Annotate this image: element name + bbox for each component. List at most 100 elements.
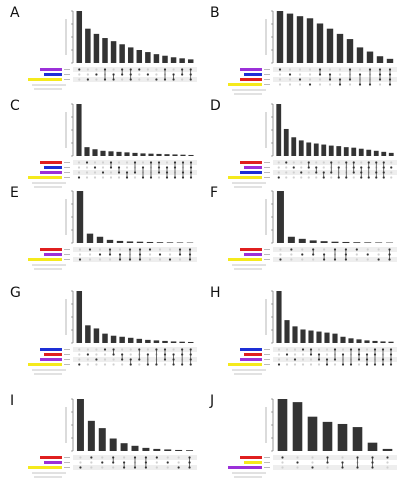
matrix-dot	[101, 461, 104, 464]
matrix-dot	[172, 348, 175, 351]
bar	[343, 147, 349, 156]
bar	[140, 153, 146, 156]
matrix-dot	[78, 248, 82, 251]
matrix-dot	[301, 253, 304, 256]
matrix-dot	[300, 171, 303, 174]
matrix-dot	[95, 73, 98, 76]
matrix-dot	[98, 253, 102, 256]
matrix-dot	[77, 166, 81, 169]
matrix-dot	[311, 461, 314, 464]
set-size-bar	[228, 466, 262, 469]
set-size-bar	[240, 161, 262, 164]
matrix-dot	[148, 253, 152, 256]
bar	[109, 438, 117, 451]
upset-plot	[28, 398, 197, 478]
matrix-dot	[360, 161, 363, 164]
matrix-dot	[296, 461, 299, 464]
matrix-dot	[141, 161, 145, 164]
matrix-row-stripe	[273, 77, 397, 82]
bar	[324, 332, 330, 343]
bar	[382, 448, 393, 451]
bar	[176, 242, 184, 243]
matrix-dot	[103, 358, 107, 361]
panel-label: A	[10, 5, 20, 21]
panel-a: A	[10, 5, 215, 105]
matrix-dot	[158, 253, 162, 256]
matrix-dot	[278, 68, 282, 71]
matrix-dot	[285, 358, 289, 361]
matrix-dot	[318, 78, 322, 81]
matrix-row-stripe	[73, 357, 197, 362]
matrix-dot	[325, 348, 329, 351]
matrix-dot	[277, 358, 281, 361]
set-size-bar	[244, 353, 262, 356]
matrix-dot	[285, 166, 288, 169]
bar	[364, 340, 370, 343]
matrix-dot	[90, 466, 93, 469]
panel-i: I	[10, 393, 215, 493]
bar	[76, 399, 84, 451]
matrix-dot	[278, 78, 282, 81]
bar	[380, 341, 386, 343]
bar	[124, 152, 130, 156]
matrix-dot	[290, 253, 293, 256]
matrix-dot	[312, 258, 315, 261]
matrix-dot	[129, 353, 132, 356]
matrix-row-stripe	[273, 67, 397, 72]
matrix-dot	[101, 456, 104, 459]
matrix-dot	[366, 253, 369, 256]
matrix-dot	[285, 348, 289, 351]
matrix-dot	[377, 248, 380, 251]
matrix-dot	[166, 456, 169, 459]
bar	[291, 137, 297, 156]
matrix-dot	[292, 161, 295, 164]
set-size-bar	[240, 171, 262, 174]
panel-label: J	[210, 393, 215, 409]
bar	[85, 28, 91, 63]
bar	[351, 147, 357, 156]
upset-plot	[228, 290, 397, 375]
matrix-dot	[308, 68, 312, 71]
matrix-dot	[155, 73, 158, 76]
matrix-dot	[352, 176, 355, 179]
set-size-bar	[244, 73, 262, 76]
matrix-dot	[355, 248, 358, 251]
matrix-dot	[390, 171, 393, 174]
bar	[131, 445, 139, 451]
bar	[136, 50, 143, 63]
panel-f: F	[210, 185, 415, 285]
matrix-dot	[146, 78, 149, 81]
matrix-dot	[292, 176, 295, 179]
matrix-dot	[301, 358, 305, 361]
matrix-dot	[95, 348, 98, 351]
matrix-dot	[88, 253, 92, 256]
bar	[110, 335, 117, 343]
bar	[388, 152, 394, 156]
matrix-dot	[95, 358, 98, 361]
panel-label: E	[10, 185, 19, 201]
bar	[381, 151, 387, 156]
matrix-dot	[311, 456, 314, 459]
bar	[179, 58, 185, 63]
matrix-dot	[330, 176, 333, 179]
bar	[84, 147, 90, 156]
panel-b: B	[210, 5, 415, 105]
matrix-dot	[155, 466, 158, 469]
matrix-dot	[355, 258, 358, 261]
bar	[85, 325, 91, 343]
matrix-dot	[285, 161, 288, 164]
matrix-dot	[277, 171, 280, 174]
matrix-dot	[365, 348, 369, 351]
set-size-bar	[244, 461, 262, 464]
matrix-dot	[86, 353, 89, 356]
bar	[156, 242, 164, 243]
bar	[162, 55, 168, 63]
matrix-dot	[288, 68, 292, 71]
bar	[375, 242, 383, 243]
matrix-dot	[77, 176, 81, 179]
set-size-bar	[40, 68, 62, 71]
bar	[276, 11, 284, 63]
matrix-dot	[277, 348, 281, 351]
bar	[92, 149, 98, 156]
bar	[93, 328, 100, 343]
